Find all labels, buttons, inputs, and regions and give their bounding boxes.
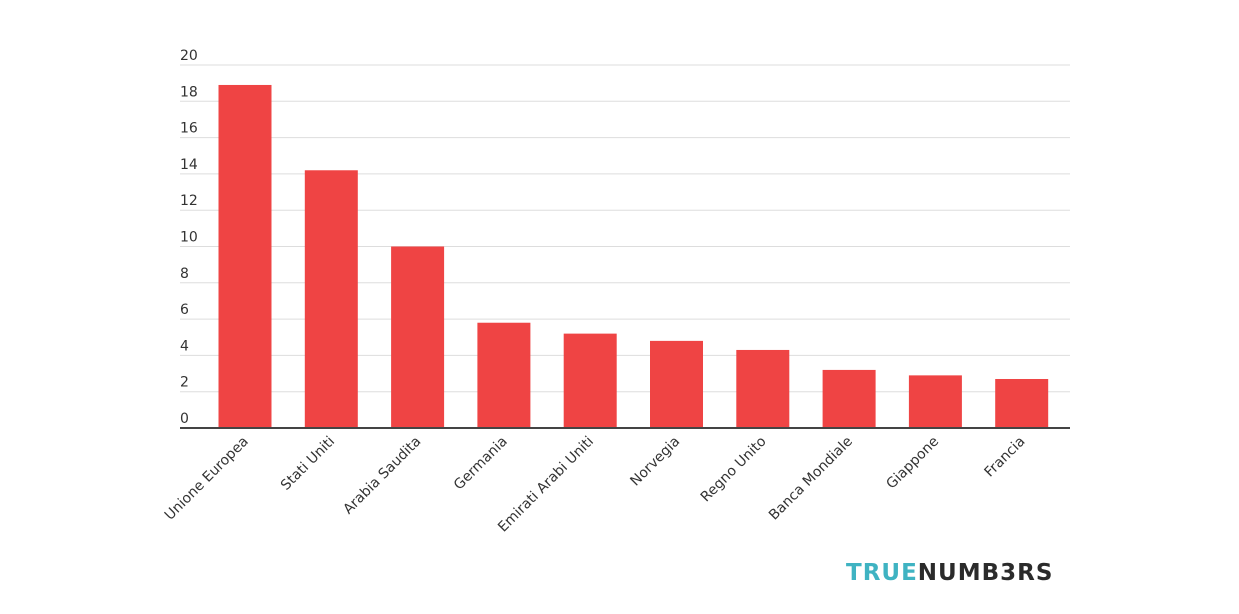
bar [218, 84, 272, 428]
y-tick-label: 8 [180, 266, 189, 282]
brand-part-true: TRUE [846, 560, 918, 586]
bar [995, 378, 1049, 428]
x-category-label: Regno Unito [698, 434, 770, 506]
x-category-label: Stati Uniti [278, 434, 338, 494]
x-category-label: Arabia Saudita [340, 434, 424, 518]
y-tick-label: 20 [180, 48, 198, 64]
x-category-label: Germania [451, 434, 511, 494]
x-category-label: Banca Mondiale [766, 434, 856, 524]
x-category-label: Unione Europea [162, 434, 252, 524]
brand-logo: TRUENUMB3RS [846, 560, 1053, 586]
bar [563, 333, 617, 428]
bar [736, 349, 790, 428]
y-tick-label: 2 [180, 375, 189, 391]
y-tick-label: 6 [180, 302, 189, 318]
y-tick-label: 10 [180, 230, 198, 246]
y-tick-label: 14 [180, 157, 198, 173]
x-category-labels: Unione Europea Stati Uniti Arabia Saudita G… [162, 434, 1029, 536]
bar [822, 369, 876, 428]
bar [477, 322, 531, 428]
y-tick-label: 16 [180, 121, 198, 137]
x-category-label: Francia [982, 434, 1029, 481]
bar [908, 375, 962, 428]
bars [218, 84, 1049, 428]
y-tick-labels: 0 2 4 6 8 10 12 14 16 18 20 [180, 48, 198, 427]
x-category-label: Emirati Arabi Uniti [495, 434, 597, 536]
x-category-label: Norvegia [627, 434, 683, 490]
bar [650, 340, 703, 428]
x-category-label: Giappone [883, 434, 942, 493]
y-tick-label: 12 [180, 193, 198, 209]
brand-part-numbers: NUMB3RS [917, 560, 1054, 586]
y-tick-label: 18 [180, 84, 198, 100]
bar [391, 246, 445, 428]
bar [304, 170, 358, 428]
y-tick-label: 0 [180, 411, 189, 427]
y-tick-label: 4 [180, 338, 189, 354]
